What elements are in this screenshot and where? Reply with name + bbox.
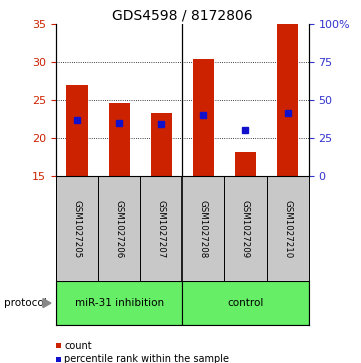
Text: GSM1027209: GSM1027209 bbox=[241, 200, 250, 258]
Bar bbox=[66, 85, 87, 176]
Text: GSM1027206: GSM1027206 bbox=[115, 200, 123, 258]
Text: count: count bbox=[64, 340, 92, 351]
Text: GSM1027210: GSM1027210 bbox=[283, 200, 292, 258]
Text: GSM1027208: GSM1027208 bbox=[199, 200, 208, 258]
Text: protocol: protocol bbox=[4, 298, 46, 308]
Bar bbox=[182, 281, 309, 325]
Bar bbox=[277, 24, 298, 176]
Bar bbox=[109, 103, 130, 176]
Text: miR-31 inhibition: miR-31 inhibition bbox=[75, 298, 164, 308]
Bar bbox=[56, 281, 182, 325]
Bar bbox=[235, 152, 256, 176]
Text: GSM1027207: GSM1027207 bbox=[157, 200, 166, 258]
Title: GDS4598 / 8172806: GDS4598 / 8172806 bbox=[112, 8, 253, 23]
Text: percentile rank within the sample: percentile rank within the sample bbox=[64, 354, 229, 363]
Text: control: control bbox=[227, 298, 264, 308]
Bar bbox=[151, 113, 172, 176]
Bar bbox=[193, 60, 214, 176]
Text: GSM1027205: GSM1027205 bbox=[73, 200, 82, 258]
